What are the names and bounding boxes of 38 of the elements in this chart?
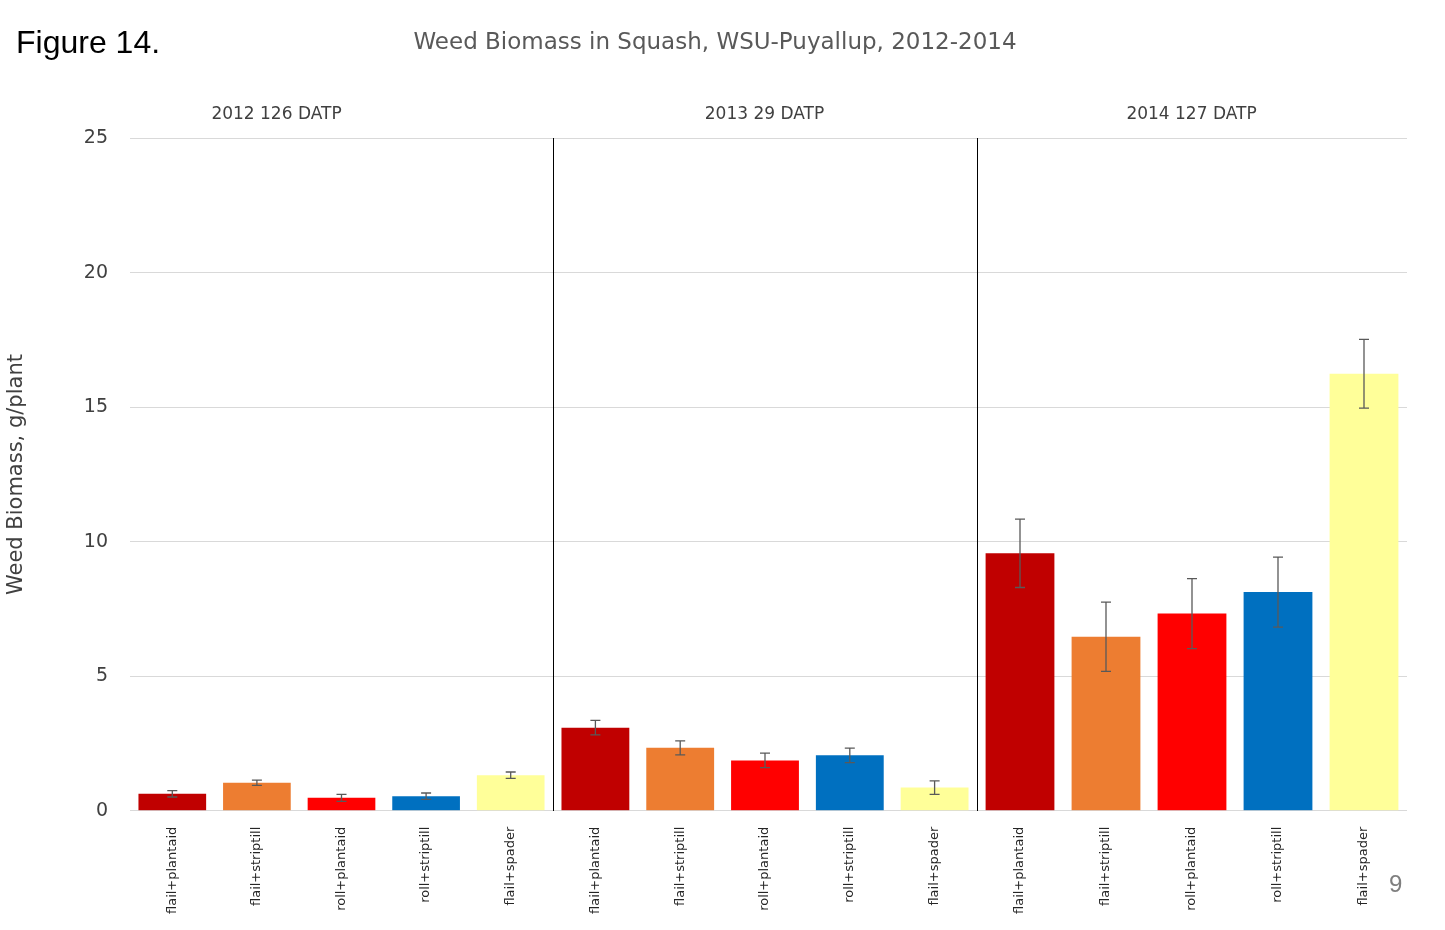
y-axis-title: Weed Biomass, g/plant — [3, 354, 28, 596]
x-tick-label: roll+striptill — [1269, 826, 1285, 903]
y-tick-label: 0 — [95, 797, 108, 820]
x-tick-label: flail+spader — [1355, 826, 1371, 906]
caption: Figure 14. — [16, 24, 161, 61]
y-tick-label: 15 — [83, 394, 108, 417]
x-tick-label: flail+striptill — [248, 826, 264, 907]
x-tick-label: roll+striptill — [417, 826, 433, 903]
chart-title: 2014 127 DATP — [1126, 102, 1257, 123]
y-tick-label: 5 — [95, 663, 108, 686]
x-tick-label: roll+plantaid — [1183, 826, 1199, 911]
y-tick-label: 25 — [83, 125, 108, 148]
x-tick-label: flail+spader — [502, 826, 518, 906]
x-tick-label: roll+plantaid — [332, 826, 348, 911]
x-tick-label: flail+striptill — [671, 826, 687, 907]
x-tick-label: flail+striptill — [1097, 826, 1113, 907]
x-tick-label: flail+plantaid — [1011, 826, 1027, 915]
x-tick-label: roll+striptill — [841, 826, 857, 903]
y-tick-label: 10 — [83, 528, 108, 551]
x-tick-label: flail+plantaid — [163, 826, 179, 915]
x-tick-label: flail+plantaid — [586, 826, 602, 915]
bar — [985, 553, 1055, 811]
bar — [1071, 636, 1141, 811]
x-tick-label: flail+spader — [925, 826, 941, 906]
x-tick-label: roll+plantaid — [756, 826, 772, 911]
chart-title: 2013 29 DATP — [704, 102, 825, 123]
bar — [815, 755, 884, 811]
bar — [646, 747, 715, 811]
bar — [900, 787, 969, 811]
bar — [561, 727, 630, 811]
text: Weed Biomass in Squash, WSU-Puyallup, 2012-2014 — [413, 28, 1017, 54]
chart-title: 2012 126 DATP — [211, 102, 342, 123]
bar — [1329, 373, 1399, 811]
text: 9 — [1389, 870, 1403, 898]
bar — [1157, 613, 1227, 811]
bar — [1243, 592, 1313, 811]
y-tick-label: 20 — [83, 259, 108, 282]
bar — [731, 760, 799, 811]
